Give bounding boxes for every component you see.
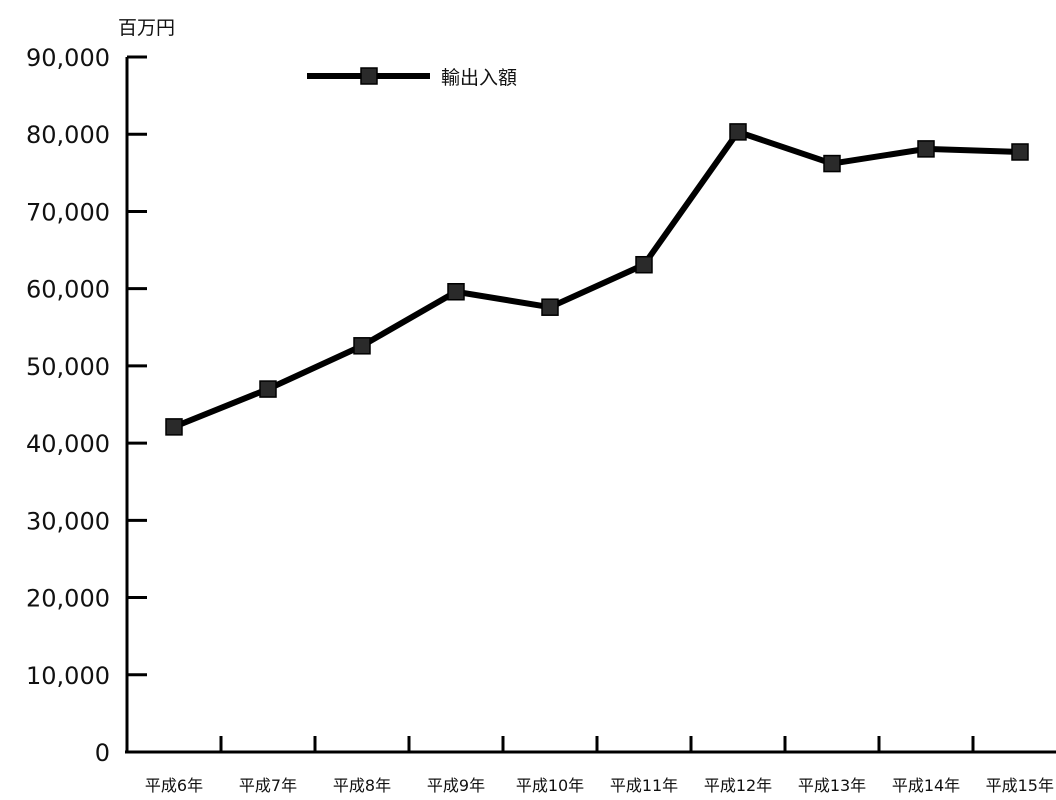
y-tick-label: 70,000 <box>26 198 110 226</box>
y-tick-label: 50,000 <box>26 353 110 381</box>
x-tick-label: 平成13年 <box>798 776 866 795</box>
data-point-marker <box>1011 143 1029 161</box>
y-tick-label: 60,000 <box>26 276 110 304</box>
y-tick-label: 20,000 <box>26 585 110 613</box>
x-tick-label: 平成15年 <box>986 776 1054 795</box>
series <box>165 123 1029 436</box>
x-tick-label: 平成11年 <box>610 776 678 795</box>
legend-label: 輸出入額 <box>441 67 517 89</box>
legend: 輸出入額 <box>307 67 517 89</box>
y-tick-label: 10,000 <box>26 662 110 690</box>
x-tick-label: 平成14年 <box>892 776 960 795</box>
data-point-marker <box>635 255 653 274</box>
x-tick-label: 平成6年 <box>145 776 203 795</box>
data-point-marker <box>447 283 465 301</box>
x-tick-label: 平成8年 <box>333 776 391 795</box>
data-point-marker <box>917 140 935 158</box>
y-ticks: 0 10,000 20,000 30,000 40,000 50,000 60,000 70,… <box>26 44 147 767</box>
x-tick-label: 平成7年 <box>239 776 297 795</box>
y-tick-label: 30,000 <box>26 507 110 535</box>
data-point-marker <box>729 123 747 141</box>
data-point-marker <box>541 298 559 316</box>
data-point-marker <box>823 154 841 173</box>
data-point-marker <box>353 337 371 355</box>
axes <box>125 57 1056 754</box>
y-tick-label: 90,000 <box>26 44 110 72</box>
y-tick-label: 80,000 <box>26 121 110 149</box>
data-point-marker <box>165 418 183 436</box>
x-tick-label: 平成10年 <box>516 776 584 795</box>
x-tick-label: 平成12年 <box>704 776 772 795</box>
y-axis-unit-label: 百万円 <box>118 17 175 39</box>
data-point-marker <box>259 380 277 398</box>
x-ticks: 平成6年 平成7年 平成8年 平成9年 平成10年 平成11年 平成12年 平成13年 平成14… <box>145 736 1054 795</box>
x-tick-label: 平成9年 <box>427 776 485 795</box>
y-tick-label: 0 <box>95 739 110 767</box>
legend-marker-swatch <box>360 67 378 85</box>
series-line <box>172 128 1021 430</box>
y-tick-label: 40,000 <box>26 430 110 458</box>
